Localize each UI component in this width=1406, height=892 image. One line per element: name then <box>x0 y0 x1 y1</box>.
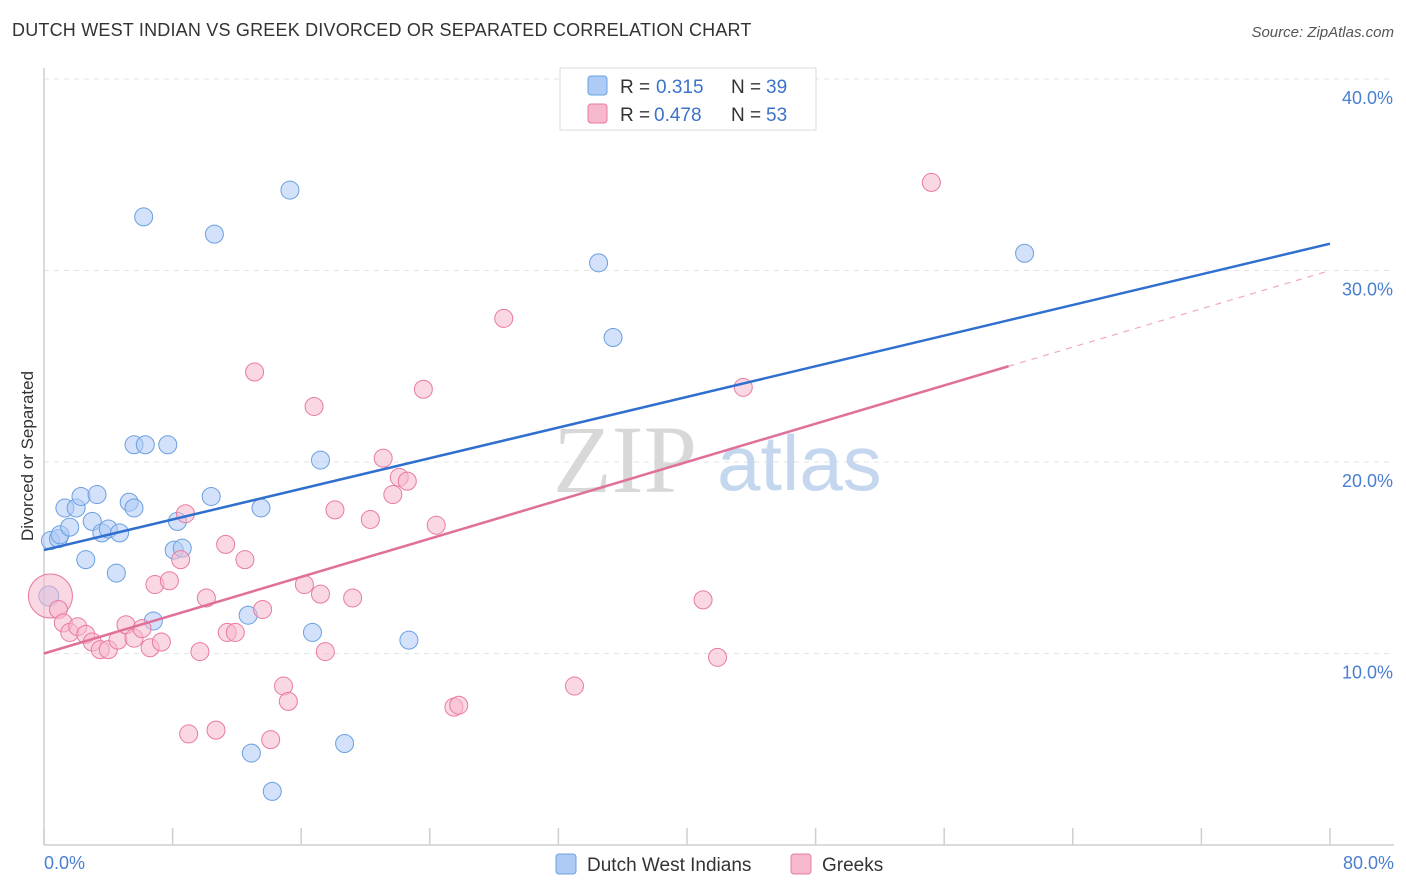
y-axis-label: Divorced or Separated <box>18 371 37 541</box>
greeks-trend-extension <box>1008 269 1331 367</box>
dutch-west-indians-point <box>158 435 178 455</box>
legend-n-value-2: 53 <box>766 105 787 126</box>
correlation-legend: R = 0.315 N = 39 R = 0.478 N = 53 <box>559 67 817 131</box>
greeks-point <box>426 515 446 535</box>
dutch-west-indians-point <box>204 224 224 244</box>
dutch-west-indians-point <box>134 207 154 227</box>
greeks-point <box>278 691 298 711</box>
greeks-point <box>304 396 324 416</box>
greeks-point <box>360 509 380 529</box>
greeks-trend-line <box>43 365 1009 655</box>
legend-r-value-1: 0.315 <box>656 77 704 98</box>
greeks-point <box>261 730 281 750</box>
dutch-west-indians-point <box>589 253 609 273</box>
legend-r-label-1: R = <box>620 77 650 98</box>
legend-n-label-1: N = <box>731 77 761 98</box>
watermark-atlas: atlas <box>717 419 882 507</box>
bottom-legend-label-greeks: Greeks <box>822 855 883 876</box>
greeks-point <box>449 695 469 715</box>
greeks-point <box>179 724 199 744</box>
greeks-point <box>190 642 210 662</box>
dutch-west-indians-point <box>124 498 144 518</box>
greeks-point <box>413 379 433 399</box>
greeks-point <box>310 584 330 604</box>
greeks-point <box>159 571 179 591</box>
greeks-point <box>494 308 514 328</box>
dutch-west-indians-point <box>335 734 355 754</box>
x-tick-label-max: 80.0% <box>1343 853 1394 873</box>
dutch-west-indians-point <box>280 180 300 200</box>
greeks-point <box>196 588 216 608</box>
y-tick-label-20: 20.0% <box>1342 471 1393 491</box>
bottom-legend-label-dutch-west-indians: Dutch West Indians <box>587 855 751 876</box>
dutch-west-indians-point <box>106 563 126 583</box>
greeks-point <box>171 550 191 570</box>
greeks-point <box>216 534 236 554</box>
source-label: Source: ZipAtlas.com <box>1251 24 1394 41</box>
dutch-west-indians-point <box>71 486 91 506</box>
greeks-point <box>151 632 171 652</box>
dutch-west-indians-point <box>302 622 322 642</box>
dutch-west-indians-point <box>603 328 623 348</box>
x-tick-marks <box>43 828 1331 845</box>
legend-n-label-2: N = <box>731 105 761 126</box>
dutch-west-indians-point <box>87 485 107 505</box>
greeks-point <box>383 485 403 505</box>
legend-swatch-dutch-west-indians <box>587 75 608 96</box>
legend-r-label-2: R = <box>620 105 650 126</box>
legend-n-value-1: 39 <box>766 77 787 98</box>
dutch-west-indians-point <box>310 450 330 470</box>
greeks-point <box>693 590 713 610</box>
greeks-point <box>343 588 363 608</box>
greeks-point <box>206 720 226 740</box>
greeks-point <box>245 362 265 382</box>
dutch-west-indians-point <box>201 486 221 506</box>
bottom-legend-swatch-dutch-west-indians <box>555 853 577 875</box>
greeks-point <box>315 642 335 662</box>
watermark: ZIP atlas <box>553 406 882 513</box>
dutch-west-indians-point <box>262 781 282 801</box>
dutch-west-indians-point <box>1015 243 1035 263</box>
watermark-zip: ZIP <box>553 406 697 513</box>
greeks-point <box>253 599 273 619</box>
bottom-legend-swatch-greeks <box>790 853 812 875</box>
greeks-point <box>397 471 417 491</box>
legend-swatch-greeks <box>587 103 608 124</box>
greeks-point <box>564 676 584 696</box>
greeks-point <box>235 550 255 570</box>
dutch-west-indians-point <box>399 630 419 650</box>
dutch-west-indians-trend-line <box>43 242 1331 552</box>
greeks-point <box>921 172 941 192</box>
dutch-west-indians-point <box>251 498 271 518</box>
dutch-west-indians-point <box>241 743 261 763</box>
legend-r-value-2: 0.478 <box>654 105 702 126</box>
series-legend: Dutch West Indians Greeks <box>555 853 883 876</box>
greeks-point <box>225 622 245 642</box>
greeks-point <box>373 448 393 468</box>
y-tick-label-40: 40.0% <box>1342 88 1393 108</box>
y-tick-label-10: 10.0% <box>1342 663 1393 683</box>
dutch-west-indians-point <box>60 517 80 537</box>
dutch-west-indians-point <box>76 550 96 570</box>
y-tick-label-30: 30.0% <box>1342 280 1393 300</box>
x-tick-label-min: 0.0% <box>44 853 85 873</box>
greeks-point <box>708 647 728 667</box>
dutch-west-indians-point <box>135 435 155 455</box>
greeks-point <box>325 500 345 520</box>
chart-title: DUTCH WEST INDIAN VS GREEK DIVORCED OR S… <box>12 20 752 40</box>
